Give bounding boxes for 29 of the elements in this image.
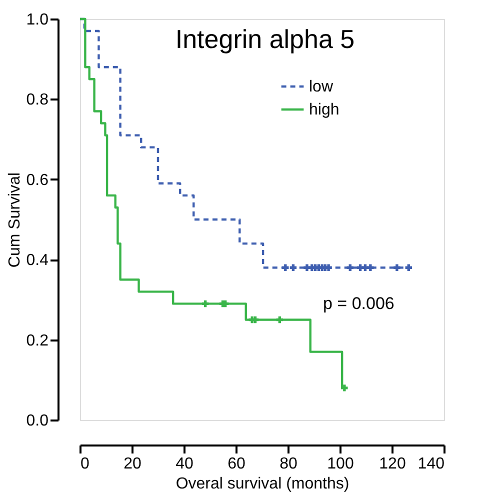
point xyxy=(405,264,412,271)
point xyxy=(346,264,354,271)
y-tick-label: 0.2 xyxy=(26,332,49,350)
point xyxy=(202,300,209,308)
x-tick-label: 100 xyxy=(327,456,354,472)
y-tick-label: 1.0 xyxy=(26,12,49,28)
point xyxy=(276,316,284,324)
x-tick-label: 80 xyxy=(280,456,298,472)
legend-label: low xyxy=(309,78,334,96)
annotation: p = 0.006 xyxy=(323,294,394,313)
y-axis-title: Cum Survival xyxy=(6,172,24,268)
point xyxy=(290,264,297,271)
x-tick-label: 20 xyxy=(124,456,142,472)
y-tick-label: 0.6 xyxy=(26,172,49,189)
x-tick-label: 140 xyxy=(418,456,445,472)
x-axis-title: Overal survival (months) xyxy=(176,476,350,492)
x-tick-label: 0 xyxy=(80,456,90,472)
point xyxy=(341,384,348,392)
x-tick-label: 60 xyxy=(228,456,246,472)
x-tick-label: 120 xyxy=(379,456,406,472)
y-tick-label: 0.8 xyxy=(26,92,49,109)
legend-label: high xyxy=(309,102,340,118)
x-tick-label: 40 xyxy=(176,456,194,472)
chart-title: Integrin alpha 5 xyxy=(175,24,355,54)
y-tick-label: 0.4 xyxy=(26,252,49,270)
point xyxy=(367,264,374,271)
point xyxy=(394,264,400,271)
point xyxy=(282,264,289,271)
y-tick-label: 0.0 xyxy=(26,412,49,430)
